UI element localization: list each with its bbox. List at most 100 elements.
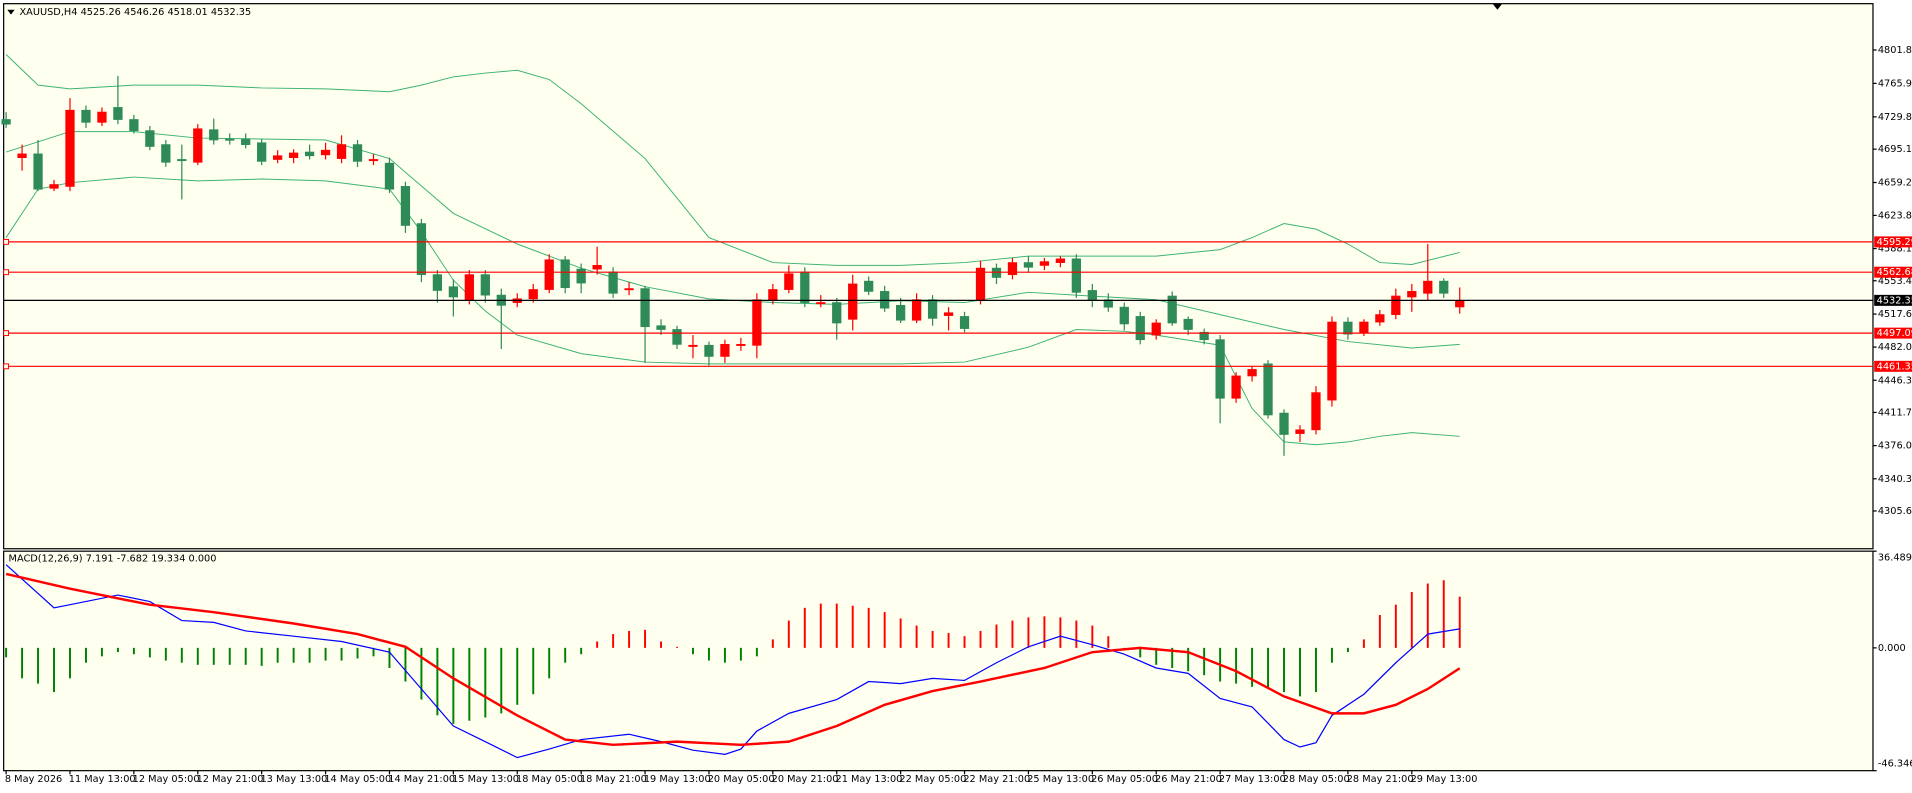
price-header: XAUUSD,H4 4525.26 4546.26 4518.01 4532.3… xyxy=(20,7,252,18)
candle-body xyxy=(161,144,171,163)
candle-body xyxy=(896,304,906,321)
candle-body xyxy=(592,265,602,270)
y-tick-label: 4305.65 xyxy=(1878,506,1912,517)
candle-body xyxy=(1199,331,1209,341)
x-tick-label: 20 May 05:00 xyxy=(708,774,775,785)
candle-body xyxy=(1151,322,1161,336)
candle-body xyxy=(560,259,570,289)
y-tick-label: 36.489 xyxy=(1878,552,1912,563)
level-label: 4595.29 xyxy=(1877,237,1912,248)
bollinger-band xyxy=(5,54,1460,266)
header-open: 4525.26 xyxy=(81,7,121,18)
candle-body xyxy=(432,274,443,291)
candle-body xyxy=(480,274,490,296)
x-tick-label: 11 May 13:00 xyxy=(69,774,136,785)
candle-body xyxy=(576,268,586,284)
x-tick-label: 19 May 13:00 xyxy=(644,774,711,785)
y-tick-label: 4729.85 xyxy=(1878,112,1912,123)
x-tick-label: 12 May 05:00 xyxy=(133,774,200,785)
candle-body xyxy=(1327,321,1337,401)
level-label: 4461.35 xyxy=(1877,361,1912,372)
level-label-bg xyxy=(1874,266,1912,278)
x-tick-label: 21 May 13:00 xyxy=(836,774,903,785)
candle-body xyxy=(209,129,219,141)
candle-body xyxy=(800,271,810,303)
level-anchor xyxy=(3,269,10,276)
candle-body xyxy=(991,267,1002,278)
candle-body xyxy=(911,299,922,321)
y-tick-label: 4446.35 xyxy=(1878,375,1912,386)
level-label-bg xyxy=(1874,327,1912,339)
candle-body xyxy=(384,162,395,190)
candle-body xyxy=(1407,291,1417,298)
level-label-bg xyxy=(1874,360,1912,372)
candle-body xyxy=(1055,258,1066,263)
y-tick-label: 4340.30 xyxy=(1878,474,1912,485)
candle-body xyxy=(193,128,203,163)
extra-value: 0.000 xyxy=(189,553,217,564)
candle-body xyxy=(927,299,938,319)
x-tick-label: 18 May 21:00 xyxy=(580,774,647,785)
macd-panel xyxy=(3,550,1874,772)
level-label: 4497.09 xyxy=(1877,328,1912,339)
candle-body xyxy=(720,343,730,357)
x-tick-label: 22 May 21:00 xyxy=(963,774,1030,785)
candle-body xyxy=(1375,314,1385,323)
x-tick-label: 26 May 21:00 xyxy=(1155,774,1222,785)
x-tick-label: 26 May 05:00 xyxy=(1091,774,1158,785)
candle-body xyxy=(975,267,986,302)
candle-body xyxy=(1343,321,1353,335)
candle-body xyxy=(1231,375,1241,399)
level-label-bg xyxy=(1874,236,1912,248)
candle-body xyxy=(352,144,363,162)
candle-body xyxy=(528,289,538,300)
plot-layer: 4801.85 4765.90 4729.85 4695.10 4659.20 4623.… xyxy=(1,45,1912,785)
candle-body xyxy=(816,302,826,305)
x-tick-label: 29 May 13:00 xyxy=(1411,774,1478,785)
shift-marker xyxy=(1492,3,1503,10)
header-close: 4532.35 xyxy=(211,7,251,18)
candle-body xyxy=(1,119,11,125)
candle-body xyxy=(273,155,283,160)
candle-body xyxy=(1311,392,1321,431)
macd-header: MACD(12,26,9) 7.191 -7.682 19.334 0.000 xyxy=(9,553,217,564)
macd-line xyxy=(5,564,1460,759)
candle-body xyxy=(1023,262,1034,268)
candle-body xyxy=(1183,318,1193,330)
candle-body xyxy=(1359,321,1369,333)
x-tick-label: 14 May 21:00 xyxy=(388,774,455,785)
menu-arrow xyxy=(7,9,15,15)
y-tick-label: 4411.70 xyxy=(1878,407,1912,418)
level-anchor xyxy=(3,363,10,370)
indicator-name: MACD(12,26,9) xyxy=(9,553,83,564)
y-tick-label: 4482.05 xyxy=(1878,342,1912,353)
candle-body xyxy=(672,329,682,345)
level-label: 4562.68 xyxy=(1877,267,1912,278)
candle-body xyxy=(1279,412,1289,435)
candle-body xyxy=(1455,299,1465,308)
x-tick-label: 18 May 05:00 xyxy=(516,774,583,785)
candle-body xyxy=(959,316,970,329)
candle-body xyxy=(1167,295,1177,324)
x-tick-label: 8 May 2026 xyxy=(5,774,62,785)
x-tick-label: 13 May 13:00 xyxy=(260,774,327,785)
candle-body xyxy=(1439,280,1449,294)
candle-body xyxy=(1295,429,1305,434)
candle-body xyxy=(288,152,299,158)
candle-body xyxy=(320,149,331,156)
x-tick-label: 22 May 05:00 xyxy=(899,774,966,785)
candle-body xyxy=(416,223,427,276)
candle-body xyxy=(464,274,474,301)
x-tick-label: 14 May 05:00 xyxy=(324,774,391,785)
level-anchor xyxy=(3,330,10,337)
y-tick-label: 4801.85 xyxy=(1878,45,1912,56)
candle-body xyxy=(1007,262,1018,276)
candle-body xyxy=(400,186,411,226)
macd-line xyxy=(5,572,1461,747)
candle-body xyxy=(257,142,267,162)
y-tick-label: 4553.45 xyxy=(1878,276,1912,287)
header-low: 4518.01 xyxy=(167,7,207,18)
y-tick-label: 4765.90 xyxy=(1878,78,1912,89)
candle-body xyxy=(49,184,59,189)
x-tick-label: 15 May 13:00 xyxy=(452,774,519,785)
